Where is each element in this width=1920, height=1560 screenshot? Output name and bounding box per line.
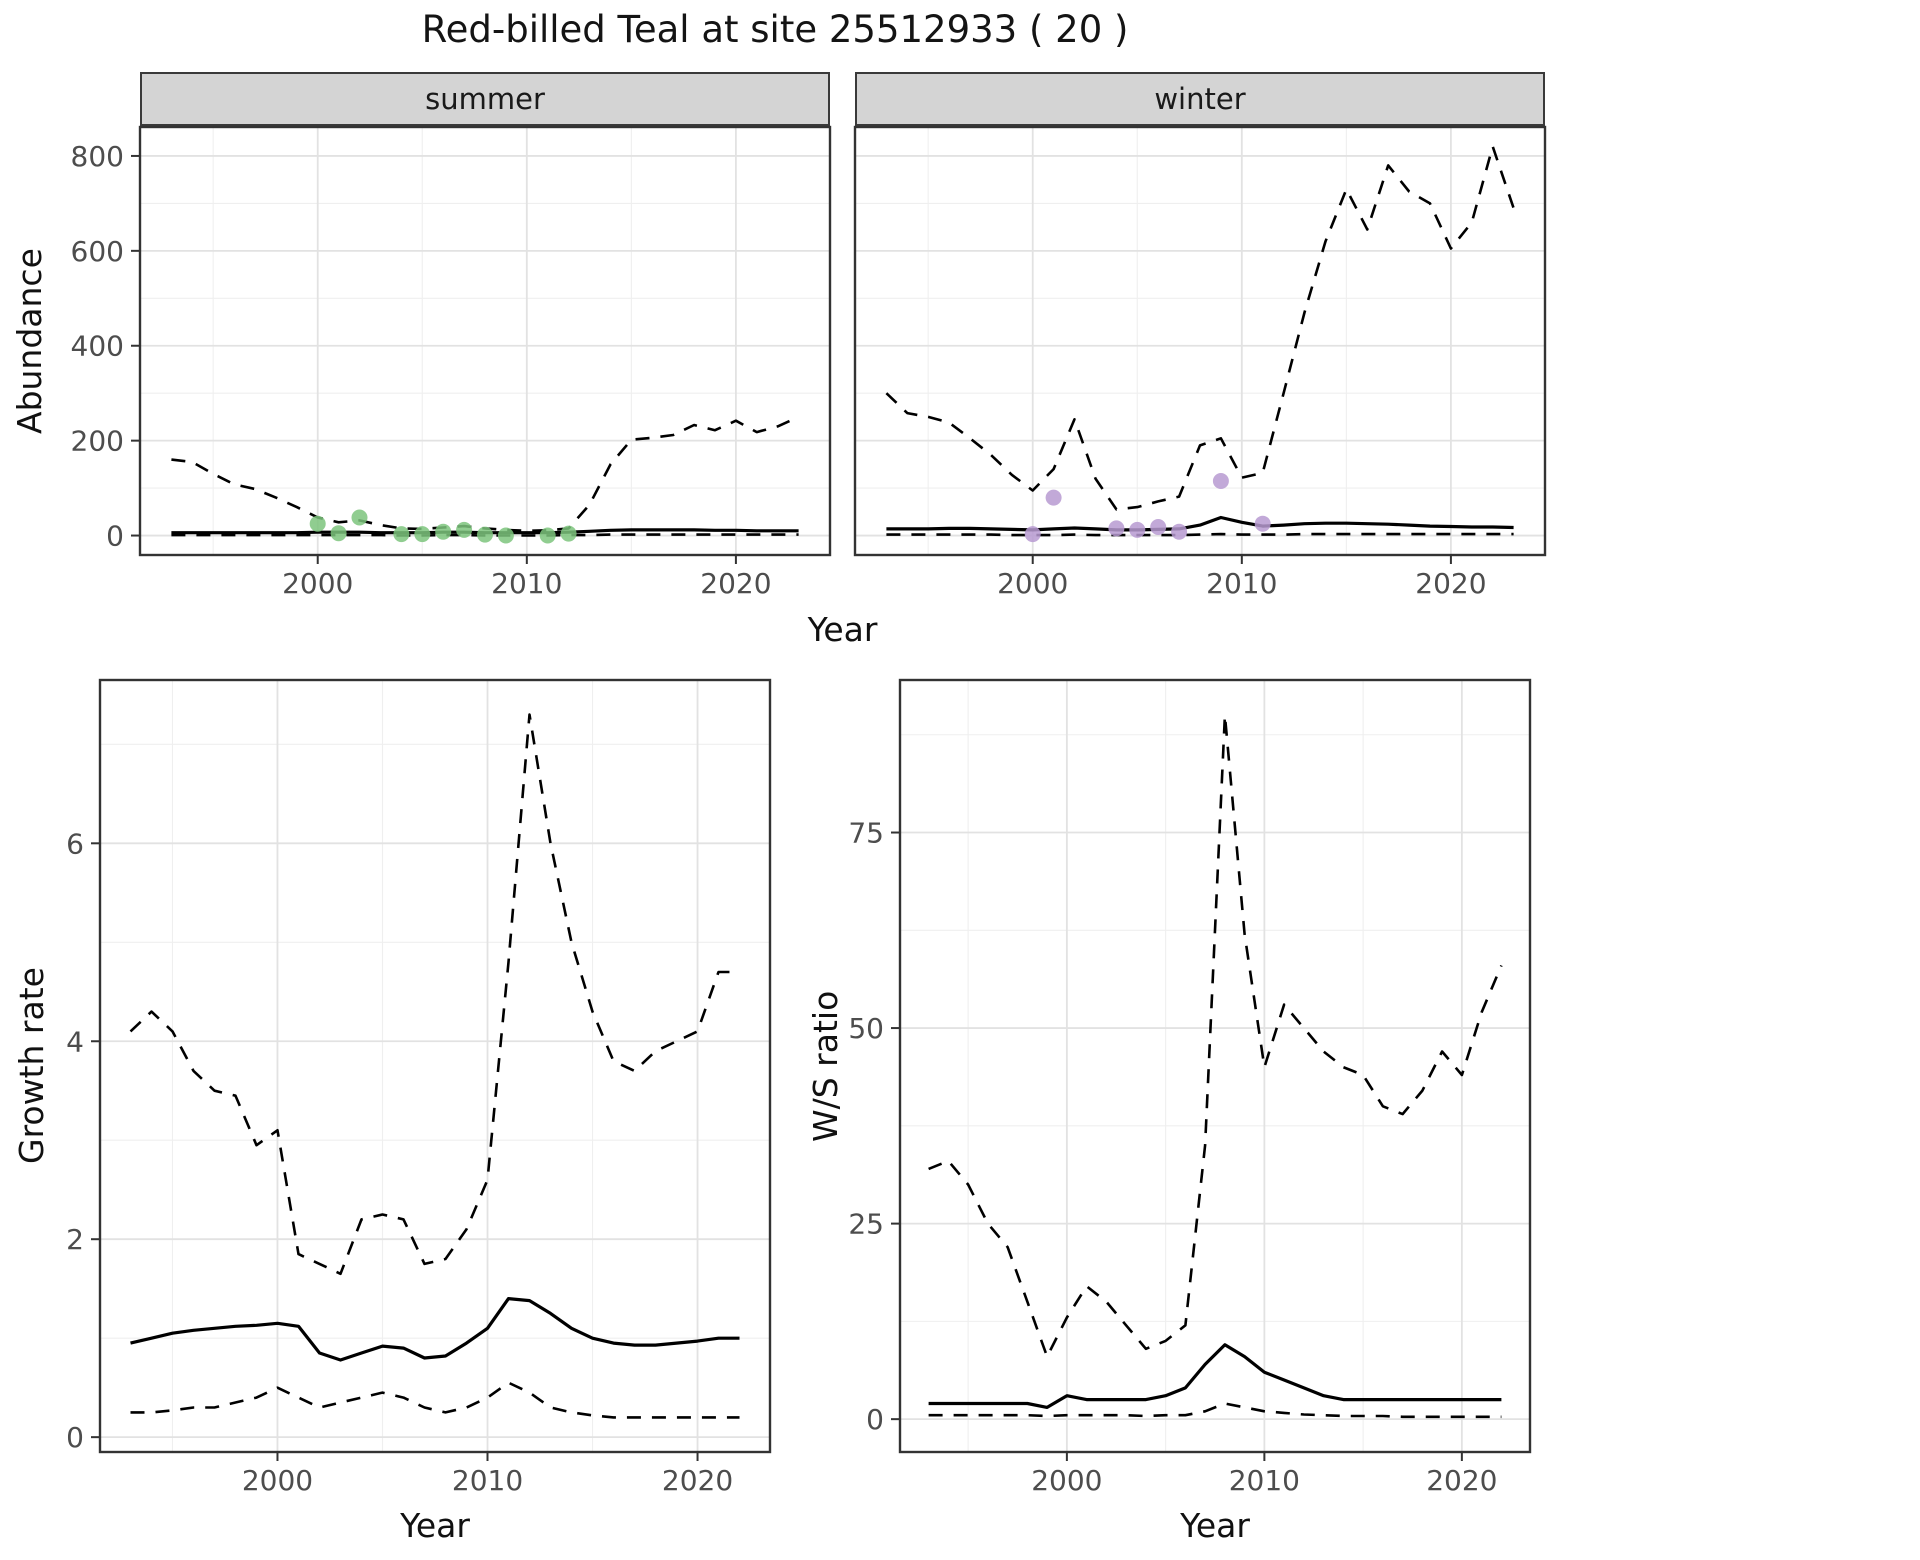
chart-title: Red-billed Teal at site 25512933 ( 20 ) — [421, 8, 1129, 51]
x-tick-label: 2020 — [700, 567, 771, 600]
observation-point — [1108, 520, 1125, 537]
panel-background — [100, 680, 770, 1452]
observation-point — [1045, 489, 1062, 506]
x-tick-label: 2020 — [1415, 567, 1486, 600]
y-tick-label: 200 — [71, 425, 124, 458]
median-line — [130, 1297, 740, 1362]
y-tick-label: 2 — [66, 1223, 84, 1256]
observation-point — [309, 515, 326, 532]
observation-point — [1024, 526, 1041, 543]
observation-point — [1212, 473, 1229, 489]
growth-year-axis-label: Year — [400, 1506, 470, 1545]
y-tick-label: 75 — [848, 817, 884, 850]
observation-point — [560, 525, 577, 542]
y-tick-label: 600 — [71, 235, 124, 268]
y-tick-label: 0 — [866, 1403, 884, 1436]
y-tick-label: 4 — [66, 1025, 84, 1058]
observation-point — [351, 509, 368, 526]
y-tick-label: 50 — [848, 1012, 884, 1045]
facet-strip-summer: summer — [140, 72, 830, 127]
panel-background — [140, 127, 830, 555]
x-tick-label: 2010 — [491, 567, 562, 600]
panel-background — [855, 127, 1545, 555]
observation-point — [330, 525, 347, 542]
observation-point — [539, 527, 556, 544]
x-tick-label: 2020 — [662, 1464, 733, 1497]
observation-point — [1254, 515, 1271, 532]
x-tick-label: 2000 — [997, 567, 1068, 600]
x-tick-label: 2010 — [1206, 567, 1277, 600]
y-tick-label: 6 — [66, 827, 84, 860]
upper-95ci-line — [885, 145, 1515, 511]
ratio-year-axis-label: Year — [1180, 1506, 1250, 1545]
x-tick-label: 2010 — [452, 1464, 523, 1497]
panel-border — [853, 125, 1547, 557]
observation-point — [1129, 521, 1146, 538]
facet-strip-summer-label: summer — [425, 82, 545, 116]
x-tick-label: 2000 — [242, 1464, 313, 1497]
x-tick-label: 2000 — [282, 567, 353, 600]
median-line — [886, 515, 1514, 532]
lower-95ci-line — [928, 1402, 1502, 1419]
y-tick-label: 400 — [71, 330, 124, 363]
y-tick-label: 0 — [66, 1421, 84, 1454]
panel-background — [900, 680, 1530, 1452]
x-tick-label: 2020 — [1426, 1464, 1497, 1497]
observation-point — [497, 527, 514, 544]
facet-strip-winter: winter — [855, 72, 1545, 127]
y-tick-label: 0 — [106, 520, 124, 553]
lower-95ci-line — [130, 1381, 740, 1419]
observation-point — [1171, 523, 1188, 540]
x-tick-label: 2000 — [1031, 1464, 1102, 1497]
panel-border — [138, 125, 832, 557]
panel-border — [898, 678, 1532, 1454]
observation-point — [435, 523, 452, 540]
y-tick-label: 25 — [848, 1208, 884, 1241]
observation-point — [477, 526, 493, 543]
panel-border — [98, 678, 772, 1454]
x-tick-label: 2010 — [1229, 1464, 1300, 1497]
lower-95ci-line — [886, 532, 1514, 537]
y-tick-label: 800 — [71, 140, 124, 173]
observation-point — [1150, 519, 1167, 535]
median-line — [928, 1343, 1502, 1409]
facet-strip-winter-label: winter — [1154, 82, 1246, 116]
top-year-axis-label: Year — [807, 610, 878, 649]
observation-point — [456, 521, 473, 538]
observation-point — [393, 526, 410, 543]
upper-95ci-line — [928, 713, 1503, 1358]
observation-point — [414, 526, 431, 543]
